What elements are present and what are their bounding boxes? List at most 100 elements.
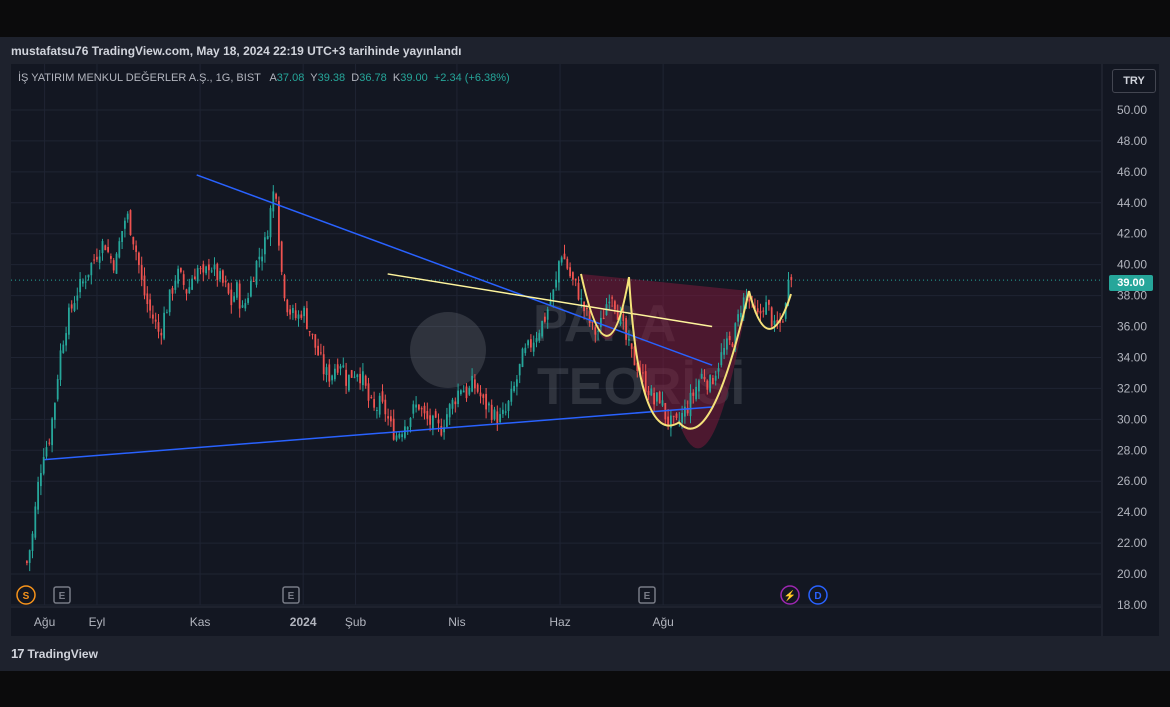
x-tick-label: Haz bbox=[549, 615, 570, 629]
candle-body bbox=[496, 411, 499, 425]
candle-body bbox=[317, 345, 319, 356]
candle-body bbox=[521, 348, 524, 367]
candle-body bbox=[222, 270, 224, 283]
candle-body bbox=[188, 287, 191, 294]
candle-body bbox=[510, 388, 513, 402]
candle-body bbox=[140, 265, 143, 280]
right-shoulder-curve bbox=[748, 290, 792, 330]
candle-body bbox=[48, 442, 51, 444]
chart-area[interactable]: PARA TEORİSİ 50.0048.0046.0044.0042.0040… bbox=[11, 64, 1159, 636]
candle-body bbox=[586, 308, 588, 310]
candle-body bbox=[731, 343, 734, 347]
candle-body bbox=[84, 281, 87, 283]
open-value: 37.08 bbox=[276, 72, 305, 84]
candle-body bbox=[392, 418, 395, 440]
candle-body bbox=[482, 394, 485, 398]
candle-body bbox=[359, 373, 361, 384]
head-curve bbox=[628, 276, 750, 430]
candle-body bbox=[331, 375, 333, 381]
candle-body bbox=[636, 362, 639, 372]
close-value: 39.00 bbox=[400, 72, 428, 84]
candle-body bbox=[580, 297, 583, 300]
top-bar bbox=[0, 0, 1170, 37]
x-tick-label: Ağu bbox=[34, 615, 55, 629]
candle-body bbox=[678, 420, 681, 422]
candle-body bbox=[146, 293, 149, 304]
candle-body bbox=[633, 346, 636, 366]
candle-body bbox=[790, 277, 793, 281]
candle-body bbox=[418, 404, 420, 410]
candle-body bbox=[700, 373, 703, 379]
candle-body bbox=[709, 375, 711, 392]
candle-body bbox=[740, 312, 742, 318]
earnings-marker-2 bbox=[282, 586, 300, 604]
candle-body bbox=[247, 298, 249, 303]
candle-body bbox=[272, 191, 275, 212]
candle-body bbox=[370, 397, 373, 399]
candle-body bbox=[485, 393, 487, 410]
tradingview-logo-icon: 17 bbox=[11, 646, 25, 661]
candle-body bbox=[737, 314, 739, 322]
high-label: Y bbox=[310, 72, 318, 84]
candle-body bbox=[476, 384, 479, 392]
candle-body bbox=[558, 261, 560, 283]
candle-body bbox=[462, 390, 465, 393]
candle-body bbox=[532, 342, 535, 352]
candle-body bbox=[168, 289, 171, 313]
candle-body bbox=[563, 253, 566, 260]
low-value: 36.78 bbox=[359, 72, 387, 84]
candle-body bbox=[208, 264, 210, 271]
candle-body bbox=[597, 330, 599, 332]
candle-body bbox=[703, 376, 706, 380]
candle-body bbox=[577, 282, 580, 300]
publish-header: mustafatsu76 TradingView.com, May 18, 20… bbox=[11, 44, 462, 58]
candle-body bbox=[149, 299, 151, 311]
candle-body bbox=[314, 334, 317, 348]
candle-body bbox=[348, 374, 350, 391]
y-tick-label: 28.00 bbox=[1117, 443, 1147, 457]
candle-body bbox=[507, 400, 510, 412]
candle-body bbox=[224, 280, 227, 283]
price-chart[interactable]: PARA TEORİSİ 50.0048.0046.0044.0042.0040… bbox=[11, 64, 1159, 636]
candle-body bbox=[261, 256, 263, 262]
candle-body bbox=[712, 377, 714, 384]
candle-body bbox=[530, 339, 532, 348]
candle-body bbox=[574, 278, 577, 281]
currency-button[interactable]: TRY bbox=[1112, 69, 1156, 93]
y-tick-label: 38.00 bbox=[1117, 289, 1147, 303]
candle-body bbox=[446, 414, 448, 427]
candle-body bbox=[686, 407, 689, 414]
candle-body bbox=[166, 312, 168, 314]
candle-body bbox=[37, 481, 39, 510]
candle-body bbox=[381, 391, 384, 402]
candle-body bbox=[280, 241, 283, 272]
candle-body bbox=[398, 433, 401, 438]
candle-body bbox=[233, 296, 235, 302]
candle-body bbox=[415, 404, 417, 408]
candle-body bbox=[364, 375, 367, 386]
candle-body bbox=[451, 399, 454, 409]
candle-body bbox=[213, 264, 216, 270]
y-tick-label: 20.00 bbox=[1117, 567, 1147, 581]
candle-body bbox=[488, 403, 490, 406]
candle-body bbox=[728, 335, 731, 341]
candle-body bbox=[384, 399, 387, 415]
candle-body bbox=[499, 414, 501, 423]
y-tick-label: 26.00 bbox=[1117, 474, 1147, 488]
earnings-marker-3 bbox=[638, 586, 656, 604]
candle-body bbox=[65, 333, 67, 346]
symbol-legend: İŞ YATIRIM MENKUL DEĞERLER A.Ş., 1G, BIS… bbox=[18, 72, 510, 84]
candle-body bbox=[661, 400, 664, 406]
candle-body bbox=[171, 288, 174, 294]
x-tick-label: Kas bbox=[190, 615, 211, 629]
candle-body bbox=[546, 309, 549, 320]
candle-body bbox=[68, 307, 70, 335]
y-tick-label: 24.00 bbox=[1117, 505, 1147, 519]
candle-body bbox=[653, 392, 655, 405]
candle-body bbox=[311, 333, 314, 335]
candle-body bbox=[658, 391, 661, 404]
candle-body bbox=[773, 320, 776, 325]
candle-body bbox=[219, 271, 221, 280]
candle-body bbox=[754, 305, 756, 309]
candle-body bbox=[300, 314, 303, 318]
